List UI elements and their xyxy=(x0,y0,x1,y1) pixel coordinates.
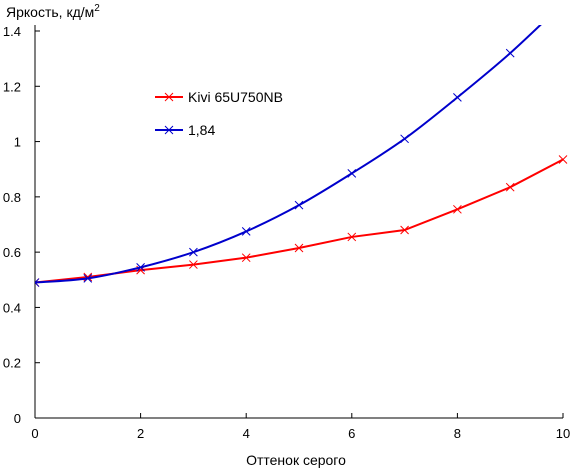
legend-marker xyxy=(164,125,174,135)
y-tick-label: 1 xyxy=(14,135,21,150)
y-axis-title-superscript: 2 xyxy=(94,3,100,14)
legend-label: Kivi 65U750NB xyxy=(188,89,283,105)
x-axis-title: Оттенок серого xyxy=(246,452,346,468)
series-line xyxy=(35,158,564,284)
data-point-marker xyxy=(400,134,409,144)
data-point-marker xyxy=(558,155,568,164)
legend-item-2: 1,84 xyxy=(155,122,215,138)
data-point-marker xyxy=(189,247,198,257)
y-tick-label: 1.4 xyxy=(3,24,21,39)
y-tick-label: 0 xyxy=(14,411,21,426)
data-point-marker xyxy=(559,0,567,7)
x-tick-label: 4 xyxy=(243,426,250,441)
data-point-marker xyxy=(453,204,462,214)
legend-label: 1,84 xyxy=(188,122,215,138)
data-point-marker xyxy=(400,225,409,235)
plot-area xyxy=(35,0,568,287)
y-tick-label: 0.8 xyxy=(3,190,21,205)
series-line xyxy=(35,25,542,284)
x-tick-label: 2 xyxy=(137,426,144,441)
legend: Kivi 65U750NB 1,84 xyxy=(155,89,283,138)
x-tick-label: 10 xyxy=(556,426,570,441)
y-tick-label: 0.2 xyxy=(3,356,21,371)
data-point-marker xyxy=(35,278,40,287)
legend-item-1: Kivi 65U750NB xyxy=(155,89,283,105)
data-point-marker xyxy=(136,262,145,272)
axes: 0 2 4 6 8 10 0 0.2 0.4 0.6 0.8 1 1.2 1.4 xyxy=(3,24,570,441)
data-point-marker xyxy=(347,232,357,242)
data-point-marker xyxy=(189,260,198,269)
y-tick-label: 0.4 xyxy=(3,300,21,315)
y-axis-title: Яркость, кд/м2 xyxy=(6,3,100,20)
data-point-marker xyxy=(505,48,515,58)
data-point-marker xyxy=(241,227,251,236)
data-point-marker xyxy=(453,92,462,102)
data-point-marker xyxy=(505,182,515,192)
y-axis-title-main: Яркость, кд/м xyxy=(6,4,94,20)
data-point-marker xyxy=(347,169,357,178)
y-tick-label: 0.6 xyxy=(3,245,21,260)
y-tick-label: 1.2 xyxy=(3,79,21,94)
data-point-marker xyxy=(294,200,304,210)
data-point-marker xyxy=(83,274,93,283)
legend-marker xyxy=(164,92,174,102)
x-tick-label: 6 xyxy=(348,426,355,441)
data-point-marker xyxy=(241,253,251,263)
x-tick-label: 8 xyxy=(454,426,461,441)
x-tick-label: 0 xyxy=(31,426,38,441)
series-2 xyxy=(35,0,567,287)
data-point-marker xyxy=(294,243,304,253)
series-1 xyxy=(35,155,568,287)
